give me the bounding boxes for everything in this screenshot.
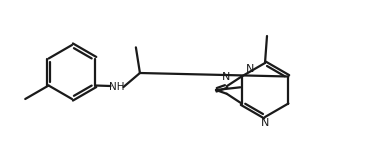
Text: N: N <box>246 64 254 74</box>
Text: N: N <box>261 118 269 128</box>
Text: NH: NH <box>109 81 125 92</box>
Text: N: N <box>222 72 230 82</box>
